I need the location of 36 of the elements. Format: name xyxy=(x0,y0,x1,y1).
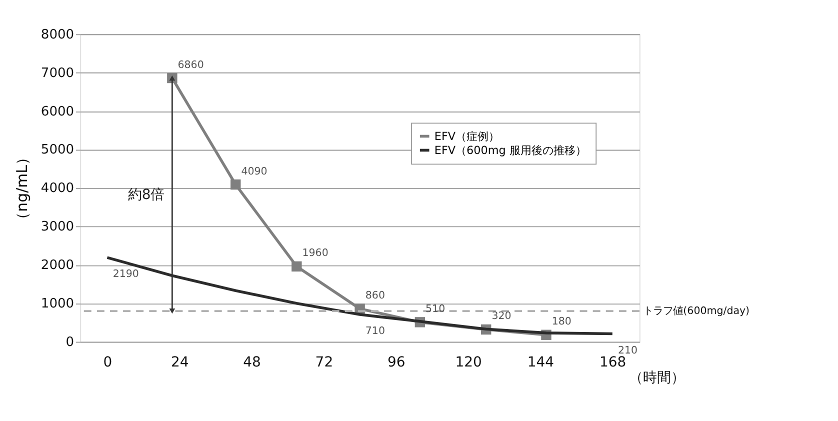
data-label: 320 xyxy=(492,310,512,322)
annotation: 約8倍 xyxy=(128,187,165,204)
x-tick-label: 144 xyxy=(527,354,554,370)
y-tick-label: 4000 xyxy=(40,181,74,196)
y-tick-label: 3000 xyxy=(40,220,74,235)
point xyxy=(292,261,302,272)
x-tick-label: 72 xyxy=(315,354,334,370)
y-tick-label: 5000 xyxy=(40,142,74,158)
data-label: 710 xyxy=(365,325,385,338)
x-tick-label: 96 xyxy=(387,354,406,370)
y-tick-label: 6000 xyxy=(40,104,74,120)
y-tick-label: 2000 xyxy=(40,258,74,274)
x-axis-title: （時間） xyxy=(629,370,686,386)
y-tick-label: 0 xyxy=(66,334,74,350)
data-label: 510 xyxy=(426,302,446,315)
data-label: 180 xyxy=(552,316,572,328)
data-label: 210 xyxy=(618,344,638,356)
x-tick-label: 168 xyxy=(600,354,626,370)
x-tick-label: 0 xyxy=(103,354,112,370)
legend-label: EFV（600mg 服用後の推移） xyxy=(434,144,586,157)
y-tick-label: 7000 xyxy=(40,66,74,81)
data-label: 860 xyxy=(365,289,385,302)
ref-line-label: トラフ値(600mg/day) xyxy=(643,304,750,317)
y-tick-label: 1000 xyxy=(40,296,74,312)
data-label: 1960 xyxy=(302,247,328,260)
x-tick-label: 24 xyxy=(170,354,189,370)
legend-label: EFV（症例） xyxy=(434,130,500,143)
data-label: 6860 xyxy=(178,58,204,71)
point xyxy=(230,179,241,190)
x-tick-label: 48 xyxy=(243,354,261,370)
data-label: 4090 xyxy=(241,165,268,178)
data-label: 2190 xyxy=(112,268,139,280)
point xyxy=(167,72,178,84)
y-axis-title: （ng/mL） xyxy=(12,150,31,227)
y-tick-label: 8000 xyxy=(40,27,74,42)
x-tick-label: 120 xyxy=(455,354,482,370)
